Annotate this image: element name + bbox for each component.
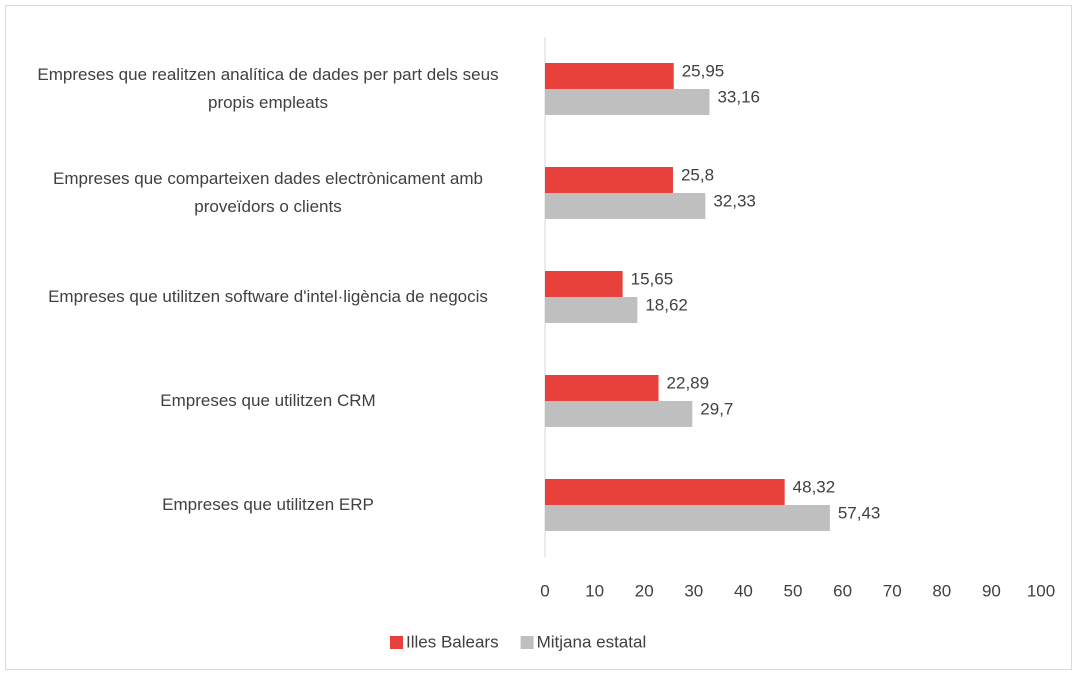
bar (545, 167, 673, 193)
category-label: Empreses que comparteixen dades electròn… (53, 169, 483, 216)
x-tick-label: 60 (833, 581, 852, 600)
x-tick-label: 100 (1027, 581, 1055, 600)
x-tick-label: 50 (784, 581, 803, 600)
bar (545, 297, 638, 323)
x-tick-label: 70 (883, 581, 902, 600)
value-label: 29,7 (700, 399, 733, 418)
value-label: 25,8 (681, 165, 714, 184)
legend-swatch (390, 636, 403, 649)
x-tick-label: 90 (982, 581, 1001, 600)
x-tick-label: 40 (734, 581, 753, 600)
value-label: 33,16 (717, 87, 760, 106)
value-label: 18,62 (645, 295, 688, 314)
legend-label: Illes Balears (406, 632, 499, 651)
bar (545, 505, 830, 531)
value-label: 25,95 (682, 61, 725, 80)
bar (545, 63, 674, 89)
chart-border (5, 5, 1072, 670)
legend-label: Mitjana estatal (537, 632, 647, 651)
category-label: Empreses que realitzen analítica de dade… (37, 65, 499, 112)
bar (545, 193, 706, 219)
bar (545, 271, 623, 297)
value-label: 32,33 (713, 191, 756, 210)
category-label: Empreses que utilitzen software d'intel·… (48, 287, 488, 306)
bar (545, 89, 710, 115)
x-tick-label: 10 (585, 581, 604, 600)
value-label: 15,65 (631, 269, 674, 288)
value-label: 48,32 (793, 477, 836, 496)
x-tick-label: 30 (684, 581, 703, 600)
x-tick-label: 80 (932, 581, 951, 600)
bar (545, 375, 659, 401)
bar (545, 401, 693, 427)
x-tick-label: 0 (540, 581, 549, 600)
value-label: 22,89 (667, 373, 710, 392)
value-label: 57,43 (838, 503, 881, 522)
x-tick-label: 20 (635, 581, 654, 600)
legend-swatch (520, 636, 534, 649)
bar (545, 479, 785, 505)
category-label: Empreses que utilitzen ERP (162, 495, 374, 514)
category-label: Empreses que utilitzen CRM (160, 391, 376, 410)
